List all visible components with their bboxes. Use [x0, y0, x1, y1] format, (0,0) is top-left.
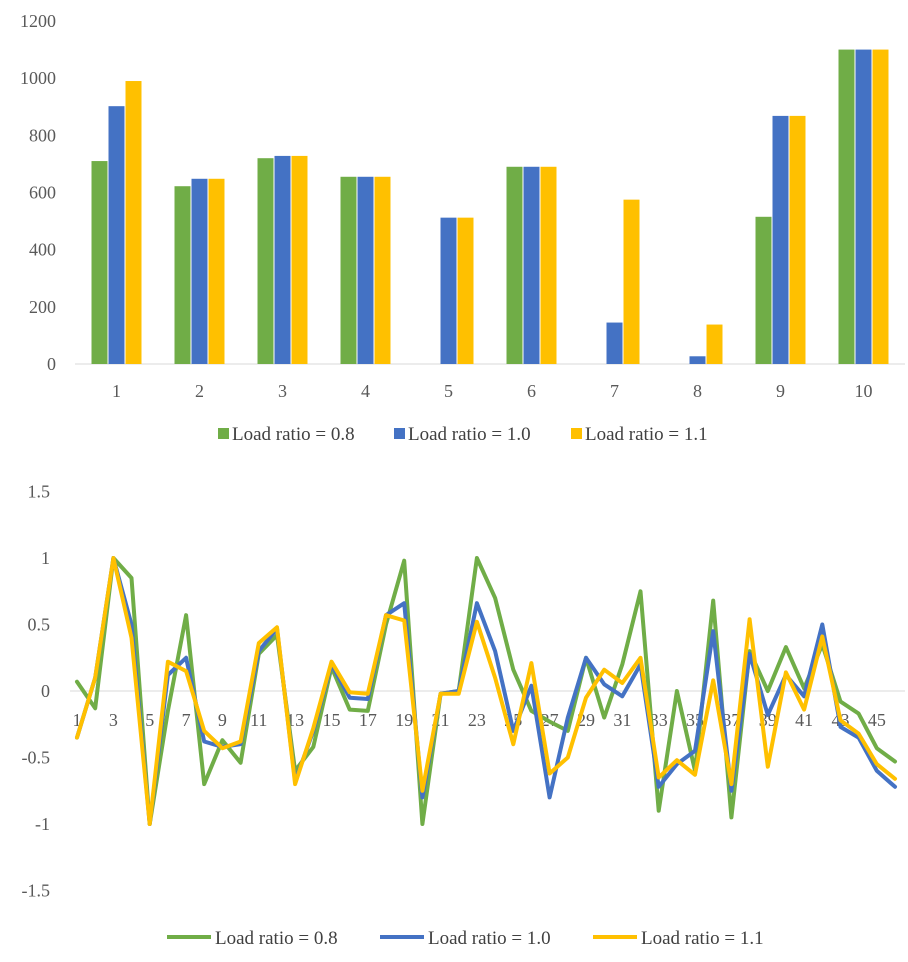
y-tick-label: 1	[41, 548, 50, 568]
bar	[457, 217, 474, 364]
x-tick-label: 2	[195, 381, 204, 401]
bar	[606, 322, 623, 364]
series-line	[75, 556, 897, 826]
x-tick-label: 17	[359, 710, 377, 730]
bar	[291, 155, 308, 364]
bar	[440, 217, 457, 364]
y-tick-label: -0.5	[22, 748, 51, 768]
bar	[772, 115, 789, 364]
y-tick-label: -1	[35, 814, 50, 834]
x-tick-label: 9	[218, 710, 227, 730]
bar	[706, 324, 723, 364]
y-tick-label: 0	[41, 681, 50, 701]
bar	[855, 49, 872, 364]
y-tick-label: 1000	[20, 68, 56, 88]
bar	[191, 178, 208, 364]
bar	[755, 216, 772, 364]
x-tick-label: 3	[278, 381, 287, 401]
y-tick-label: 200	[29, 297, 56, 317]
x-tick-label: 4	[361, 381, 370, 401]
x-tick-label: 33	[650, 710, 668, 730]
legend-label: Load ratio = 1.0	[428, 928, 551, 949]
x-tick-label: 5	[145, 710, 154, 730]
x-tick-label: 5	[444, 381, 453, 401]
x-tick-label: 41	[795, 710, 813, 730]
x-tick-label: 9	[776, 381, 785, 401]
legend-label: Load ratio = 0.8	[232, 424, 355, 445]
y-tick-label: 0	[47, 354, 56, 374]
legend-swatch	[571, 428, 582, 439]
bar	[523, 166, 540, 364]
bar	[506, 166, 523, 364]
bar	[540, 166, 557, 364]
bar	[872, 49, 889, 364]
legend-label: Load ratio = 1.0	[408, 424, 531, 445]
bar	[91, 161, 108, 364]
bar	[125, 81, 142, 365]
line-chart: -1.5-1-0.500.511.51 3 5 7 9 11 13 15 17 19 21 23 25 2…	[22, 482, 905, 949]
legend-swatch	[218, 428, 229, 439]
x-tick-label: 7	[610, 381, 619, 401]
legend-swatch	[394, 428, 405, 439]
x-tick-label: 37	[722, 710, 740, 730]
bar	[174, 186, 191, 364]
y-tick-label: 600	[29, 183, 56, 203]
x-tick-label: 10	[855, 381, 873, 401]
x-tick-label: 23	[468, 710, 486, 730]
bar	[789, 115, 806, 364]
series-line	[75, 556, 897, 826]
y-tick-label: 400	[29, 240, 56, 260]
x-tick-label: 8	[693, 381, 702, 401]
bar	[623, 199, 640, 364]
y-tick-label: 1200	[20, 11, 56, 31]
bar	[208, 178, 225, 364]
bar	[357, 176, 374, 364]
x-tick-label: 19	[395, 710, 413, 730]
bar	[689, 356, 706, 364]
x-tick-label: 15	[322, 710, 340, 730]
x-tick-label: 6	[527, 381, 536, 401]
y-tick-label: -1.5	[22, 881, 51, 901]
bar	[340, 176, 357, 364]
bar	[257, 158, 274, 364]
x-tick-label: 3	[109, 710, 118, 730]
bar	[108, 106, 125, 364]
bar	[274, 155, 291, 364]
y-tick-label: 800	[29, 125, 56, 145]
x-tick-label: 45	[868, 710, 886, 730]
bar-chart: 0 200 400 600 800 1000 1200 1 2 3 4 5 6 7 8 9 10 Load rat…	[20, 11, 905, 445]
x-tick-label: 1	[112, 381, 121, 401]
y-tick-label: 0.5	[28, 615, 51, 635]
x-tick-label: 1	[73, 710, 82, 730]
bar	[374, 176, 391, 364]
x-tick-label: 31	[613, 710, 631, 730]
y-tick-label: 1.5	[28, 482, 51, 502]
bar	[838, 49, 855, 364]
x-tick-label: 7	[182, 710, 191, 730]
legend-label: Load ratio = 1.1	[641, 928, 764, 949]
legend-label: Load ratio = 1.1	[585, 424, 708, 445]
x-tick-label: 11	[250, 710, 267, 730]
legend-label: Load ratio = 0.8	[215, 928, 338, 949]
